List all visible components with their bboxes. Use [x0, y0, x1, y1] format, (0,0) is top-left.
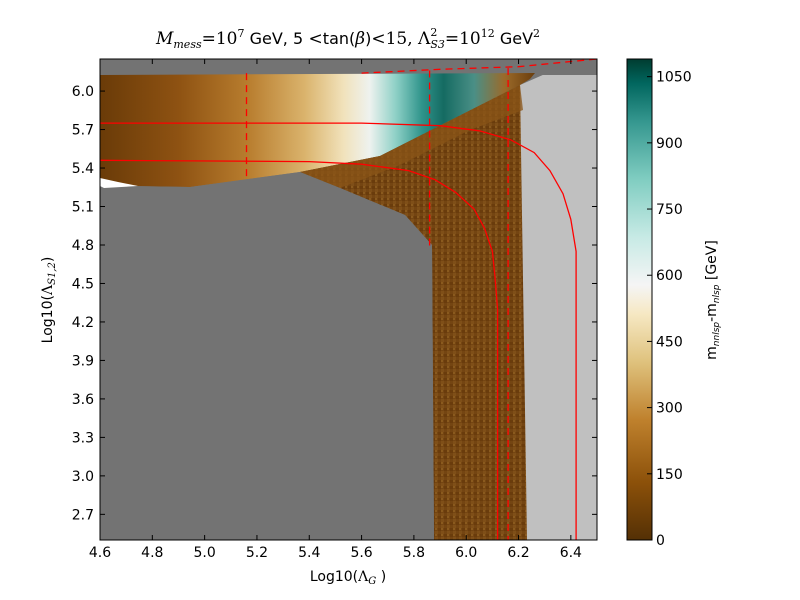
- colorbar-tick-label: 450: [656, 334, 683, 350]
- solid-contour: [100, 159, 499, 540]
- colorbar-frame: [626, 58, 653, 541]
- x-tick-label: 4.6: [89, 545, 111, 561]
- colorbar-tick-label: 600: [656, 268, 683, 284]
- solid-contour: [100, 122, 577, 540]
- heatmap-plot: [100, 59, 597, 540]
- colorbar-tick-label: 750: [656, 202, 683, 218]
- colorbar-tick-label: 150: [656, 467, 683, 483]
- x-tick-label: 5.8: [403, 545, 425, 561]
- x-tick-label: 5.2: [246, 545, 268, 561]
- y-tick-label: 5.4: [72, 161, 94, 177]
- no-data-patch: [100, 178, 138, 188]
- chart-title: Mmess=107 GeV, 5 <tan(β)<15, Λ2 S3=1012 G…: [155, 26, 540, 51]
- x-tick-label: 5.6: [350, 545, 372, 561]
- colorbar-tick-label: 1050: [656, 70, 692, 86]
- colorbar-tick-label: 900: [656, 136, 683, 152]
- diagonal-band: [300, 85, 523, 188]
- y-tick-label: 2.7: [72, 507, 94, 523]
- excluded-top-strip: [100, 59, 597, 75]
- y-axis-label: Log10(ΛS1,2): [40, 257, 58, 344]
- y-tick-label: 3.0: [72, 469, 94, 485]
- colorbar-tick-label: 300: [656, 401, 683, 417]
- y-tick-label: 4.8: [72, 238, 94, 254]
- y-tick-label: 5.1: [72, 200, 94, 216]
- y-tick-label: 3.6: [72, 392, 94, 408]
- x-tick-label: 4.8: [141, 545, 163, 561]
- no-solution-region: [520, 67, 597, 540]
- x-tick-label: 5.4: [298, 545, 320, 561]
- y-tick-label: 4.5: [72, 276, 94, 292]
- y-tick-label: 5.7: [72, 123, 94, 139]
- x-tick-label: 6.2: [507, 545, 529, 561]
- colorbar-tick-label: 0: [656, 533, 665, 549]
- x-tick-label: 5.0: [193, 545, 215, 561]
- excluded-lower-region: [100, 172, 434, 540]
- lower-colored-band: [300, 85, 527, 540]
- x-tick-label: 6.0: [455, 545, 477, 561]
- upper-colored-band: [100, 73, 535, 187]
- plot-frame: [99, 58, 598, 541]
- x-axis-label: Log10(ΛG ): [310, 569, 386, 587]
- y-axis-ticks: 2.7 3.0 3.3 3.6 3.9 4.2 4.5 4.8 5.1 5.4 5.7 6.0: [72, 84, 597, 523]
- x-tick-label: 6.4: [560, 545, 582, 561]
- colorbar-ticks: 0 150 300 450 600 750 900 1050: [647, 70, 692, 549]
- y-tick-label: 4.2: [72, 315, 94, 331]
- y-tick-label: 3.3: [72, 430, 94, 446]
- colorbar: [627, 59, 652, 540]
- colorbar-label: mnnlsp-mnlsp [GeV]: [704, 240, 722, 360]
- x-axis-ticks: 4.6 4.8 5.0 5.2 5.4 5.6 5.8 6.0 6.2 6.4: [89, 59, 582, 561]
- y-tick-label: 6.0: [72, 84, 94, 100]
- y-tick-label: 3.9: [72, 353, 94, 369]
